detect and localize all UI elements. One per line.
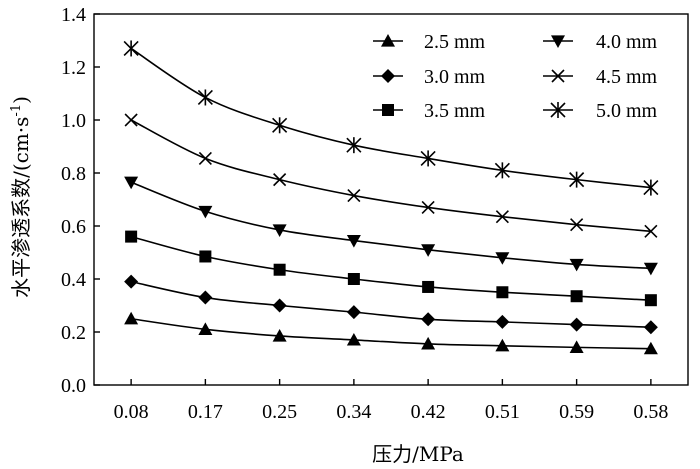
data-point: [272, 328, 287, 342]
x-tick-label: 0.25: [262, 401, 297, 423]
data-point: [199, 250, 212, 263]
data-point: [643, 262, 658, 276]
data-point: [643, 320, 658, 335]
data-point: [421, 336, 436, 350]
data-point: [420, 150, 436, 167]
legend-label: 4.0 mm: [596, 31, 658, 53]
y-axis-ticks: 0.0 0.2 0.4 0.6 0.8 1.0 1.2 1.4: [61, 4, 100, 397]
x-tick-label: 0.34: [336, 401, 371, 423]
legend-marker: [551, 35, 565, 48]
data-point: [125, 230, 138, 243]
legend-marker: [551, 69, 565, 83]
y-tick-label: 0.8: [61, 163, 86, 185]
series-5_0mm: [123, 40, 659, 196]
data-point: [643, 341, 658, 355]
data-point: [272, 224, 287, 237]
series-4_5mm: [124, 113, 658, 238]
y-tick-label: 0.0: [61, 375, 86, 397]
data-point: [421, 200, 435, 215]
plot-axes: [93, 13, 689, 386]
legend-marker: [550, 102, 566, 118]
data-point: [644, 294, 657, 307]
data-point: [347, 188, 361, 203]
data-point: [198, 290, 213, 305]
y-axis-title-main: 水平渗透系数/(cm·s: [9, 117, 33, 298]
series-3_0mm: [124, 274, 658, 335]
legend-label: 3.5 mm: [424, 100, 486, 122]
series-line: [130, 280, 651, 329]
data-point: [124, 311, 139, 325]
data-point: [495, 210, 509, 224]
data-point: [198, 322, 213, 335]
data-point: [422, 280, 435, 293]
x-tick-label: 0.58: [633, 401, 668, 423]
data-point: [124, 176, 139, 190]
data-point: [495, 338, 510, 352]
plot-frame: [93, 13, 689, 386]
data-point: [421, 244, 436, 257]
data-point: [347, 273, 360, 285]
data-point: [495, 252, 510, 265]
x-axis-ticks: 0.08 0.17 0.25 0.34 0.42 0.51 0.59 0.58: [114, 379, 668, 423]
y-axis-title-sup: -1: [9, 104, 24, 117]
data-series: [123, 40, 659, 355]
series-line: [131, 317, 651, 350]
data-point: [643, 179, 659, 196]
y-axis-title: 水平渗透系数/(cm·s-1): [9, 96, 33, 298]
x-tick-label: 0.51: [485, 401, 520, 423]
data-point: [346, 234, 361, 248]
data-point: [123, 40, 139, 57]
y-tick-label: 0.6: [61, 216, 86, 238]
data-point: [197, 89, 213, 106]
y-tick-label: 1.4: [61, 4, 86, 26]
data-point: [421, 312, 436, 327]
series-line: [130, 47, 651, 189]
x-tick-label: 0.59: [559, 401, 594, 423]
y-tick-label: 1.0: [61, 110, 86, 132]
data-point: [495, 314, 510, 329]
x-tick-label: 0.17: [188, 401, 223, 423]
y-tick-label: 0.4: [61, 269, 86, 291]
data-point: [198, 205, 213, 219]
y-axis-title-end: ): [9, 96, 33, 104]
data-point: [644, 224, 658, 238]
data-point: [570, 290, 583, 303]
data-point: [346, 332, 361, 346]
x-tick-label: 0.08: [114, 401, 149, 423]
data-point: [569, 340, 584, 353]
legend-label: 4.5 mm: [596, 66, 658, 88]
series-4_0mm: [124, 176, 658, 276]
data-point: [346, 305, 361, 320]
legend-label: 2.5 mm: [424, 31, 486, 53]
data-point: [124, 113, 138, 127]
data-point: [346, 137, 362, 154]
data-point: [272, 117, 288, 134]
x-tick-label: 0.42: [411, 401, 446, 423]
data-point: [273, 173, 287, 187]
y-tick-label: 0.2: [61, 322, 86, 344]
data-point: [569, 317, 584, 332]
data-point: [569, 171, 585, 188]
data-point: [496, 286, 509, 299]
series-2_5mm: [124, 311, 658, 355]
y-tick-label: 1.2: [61, 57, 86, 79]
legend-label: 3.0 mm: [424, 66, 486, 88]
data-point: [272, 298, 287, 313]
series-3_5mm: [125, 230, 657, 307]
legend-label: 5.0 mm: [596, 100, 658, 122]
data-point: [494, 162, 510, 179]
series-line: [130, 181, 651, 270]
legend-marker: [381, 69, 395, 83]
data-point: [273, 263, 286, 276]
series-line: [130, 235, 651, 301]
data-point: [570, 218, 584, 232]
legend-marker: [382, 104, 394, 116]
x-axis-title: 压力/MPa: [372, 442, 464, 466]
data-point: [198, 151, 212, 165]
data-point: [569, 258, 584, 272]
data-point: [124, 274, 139, 289]
legend-marker: [381, 34, 395, 47]
legend: 2.5 mm 3.0 mm 3.5 mm 4.0 mm 4.5 mm 5.0 mm: [373, 31, 658, 122]
